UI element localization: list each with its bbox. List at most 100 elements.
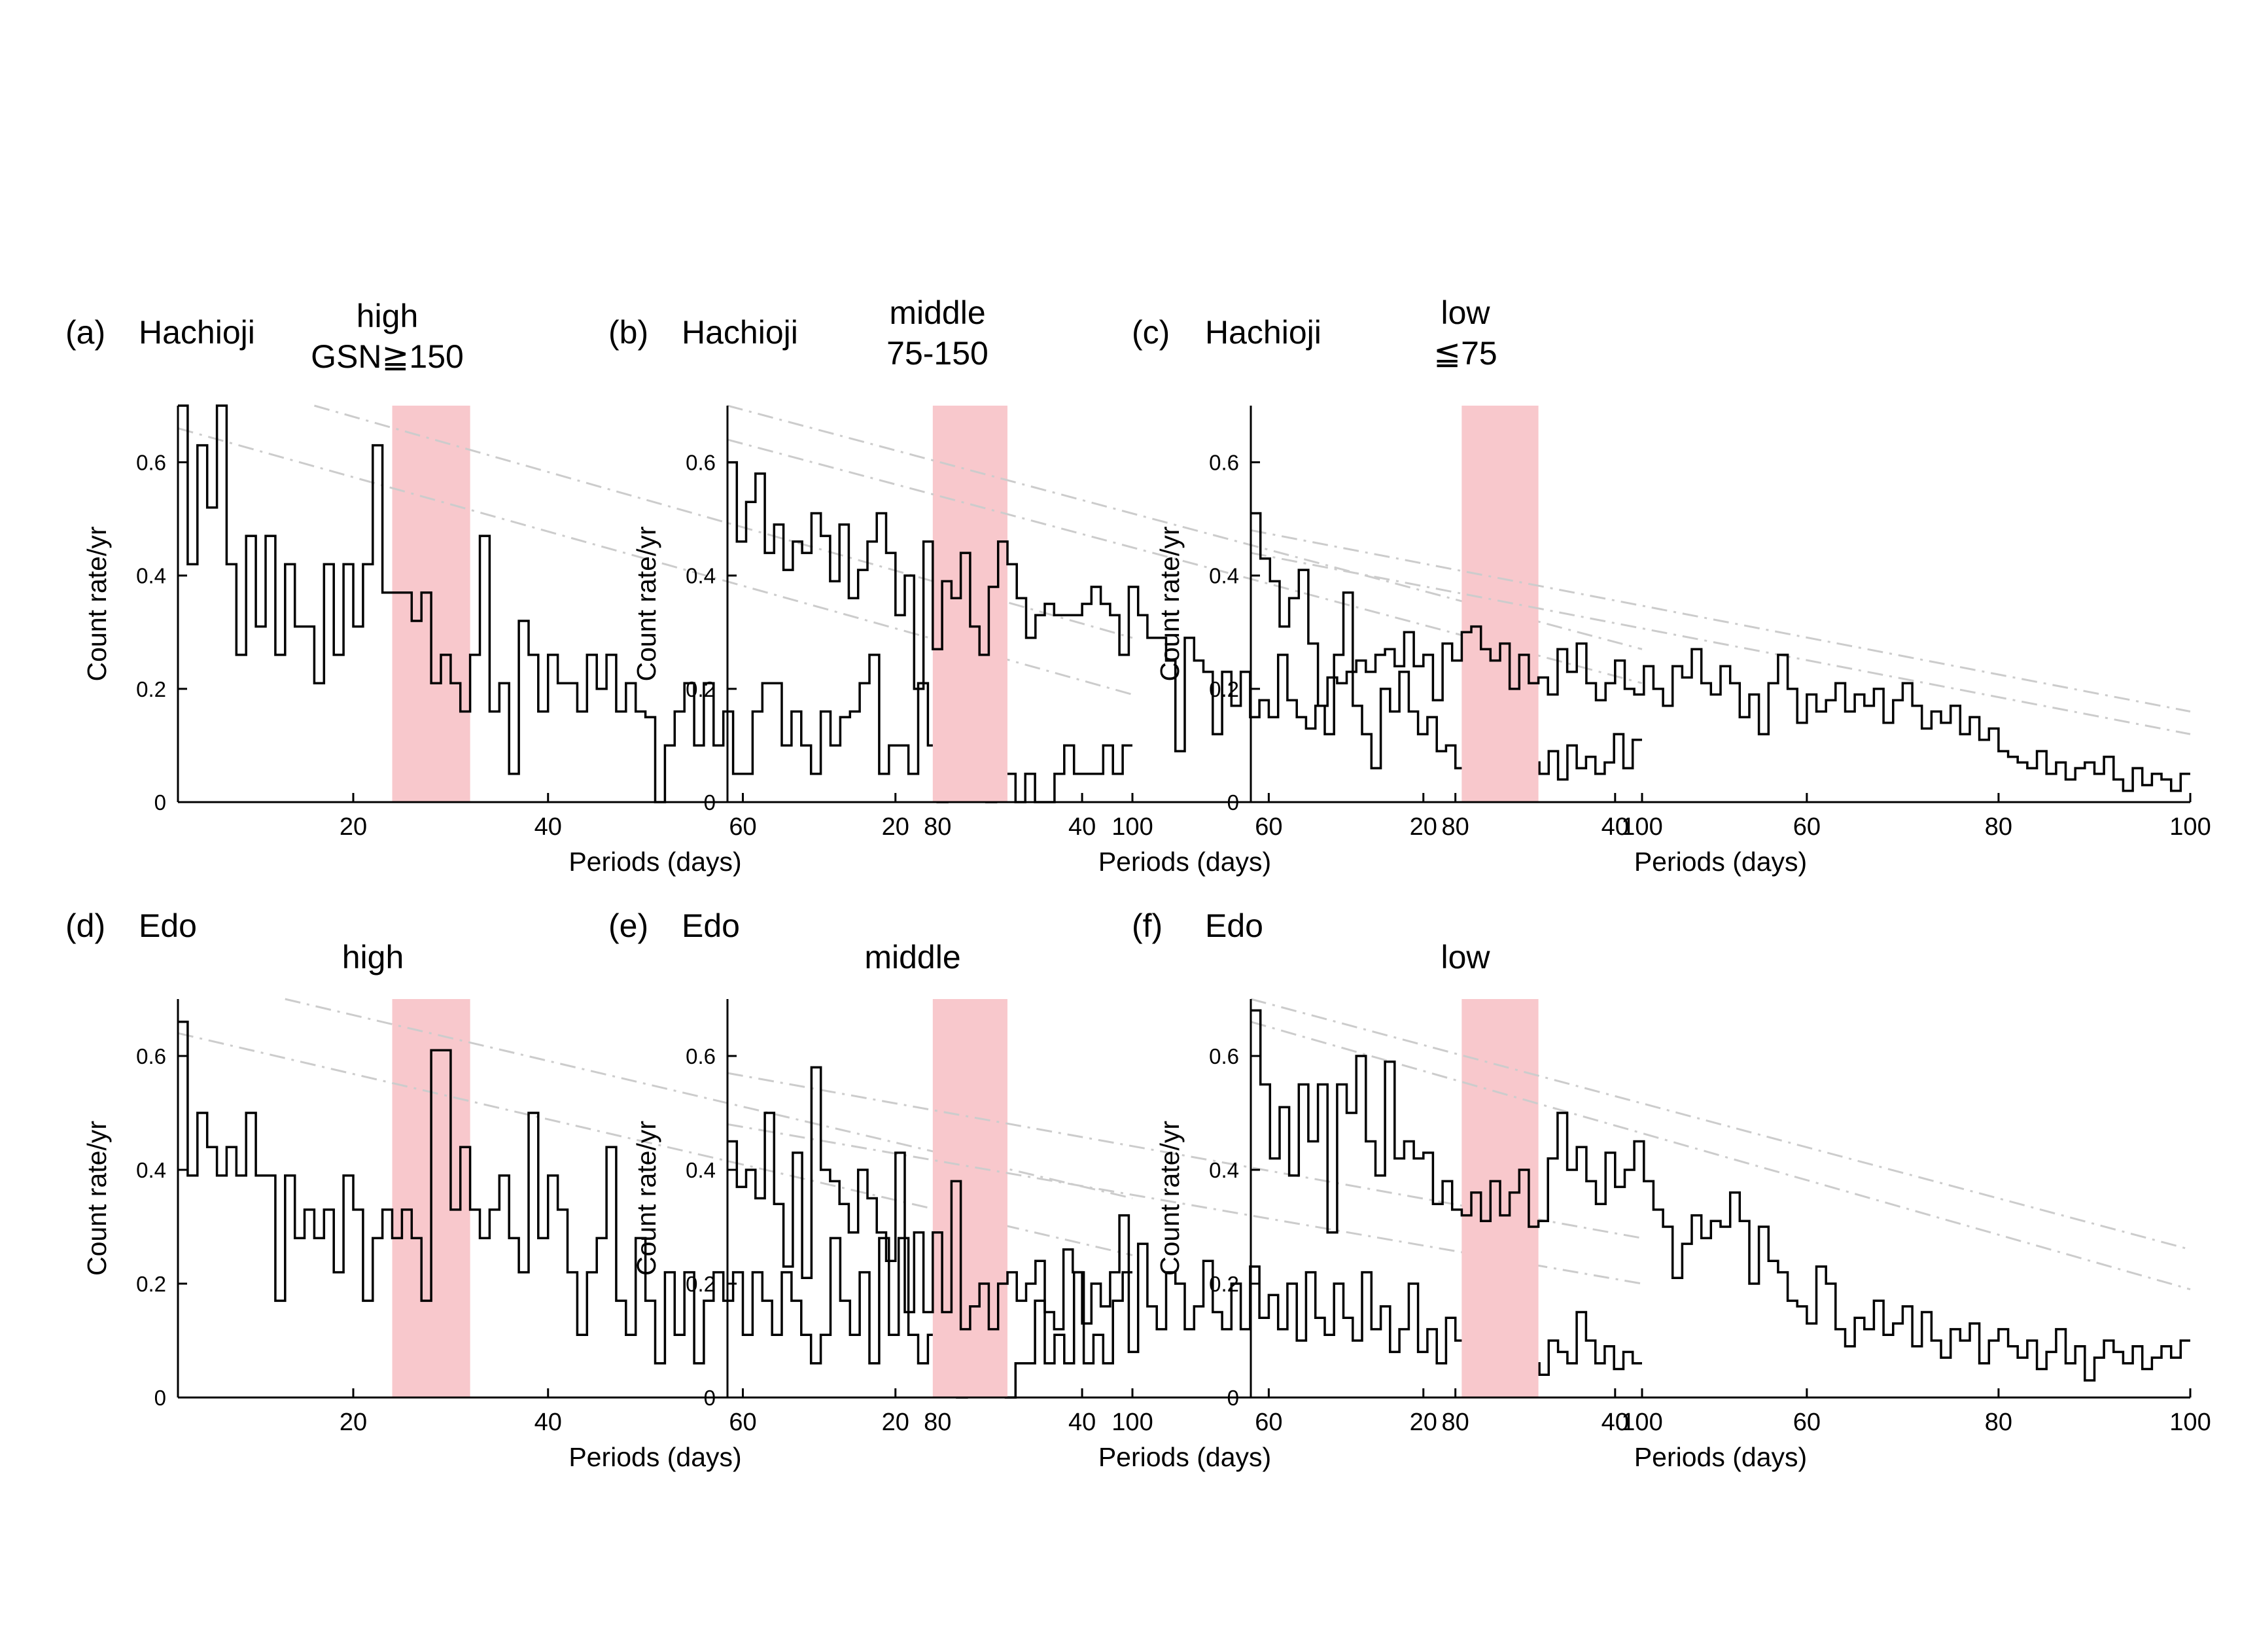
x-tick-label: 20 — [340, 1409, 367, 1436]
location-label: Hachioji — [682, 314, 798, 351]
y-axis-label: Count rate/yr — [1155, 1121, 1185, 1276]
chart-title-line: 75-150 — [886, 335, 989, 372]
x-tick-label: 40 — [534, 1409, 562, 1436]
y-tick-label: 0.4 — [1209, 564, 1239, 588]
x-axis-label: Periods (days) — [569, 1442, 741, 1472]
chart-panel-b: 0 0.2 0.4 0.6 20 40 60 80 100 Periods (days) Count… — [608, 294, 1663, 877]
y-tick-label: 0.4 — [686, 564, 716, 588]
y-tick-label: 0.6 — [686, 451, 716, 475]
y-tick-label: 0.2 — [1209, 1272, 1239, 1296]
y-tick-label: 0 — [704, 790, 716, 815]
x-axis-label: Periods (days) — [1634, 1442, 1807, 1472]
x-tick-label: 80 — [1442, 1409, 1469, 1436]
y-tick-label: 0 — [154, 1386, 166, 1410]
chart-title-line: GSN≧150 — [311, 338, 464, 375]
guide-line-2 — [727, 1123, 1643, 1285]
y-tick-label: 0.6 — [1209, 1044, 1239, 1068]
y-tick-label: 0.2 — [686, 677, 716, 701]
chart-panel-c: 0 0.2 0.4 0.6 20 40 60 80 100 Periods (days) Count… — [1132, 294, 2211, 877]
y-tick-label: 0.4 — [136, 1158, 166, 1182]
x-axis-label: Periods (days) — [1098, 1442, 1271, 1472]
location-label: Hachioji — [139, 314, 255, 351]
y-tick-label: 0.6 — [136, 451, 166, 475]
y-axis-label: Count rate/yr — [631, 527, 661, 682]
x-tick-label: 100 — [2169, 813, 2211, 841]
y-tick-label: 0.6 — [686, 1044, 716, 1068]
chart-panel-a: 0 0.2 0.4 0.6 20 40 60 80 100 Periods (days) Count… — [65, 298, 1153, 877]
y-tick-label: 0 — [1227, 1386, 1239, 1410]
chart-title-line: high — [357, 298, 419, 334]
x-tick-label: 100 — [1621, 1409, 1662, 1436]
guide-line-1 — [1250, 998, 2191, 1251]
y-tick-label: 0 — [704, 1386, 716, 1410]
x-tick-label: 60 — [729, 1409, 756, 1436]
location-label: Hachioji — [1205, 314, 1321, 351]
y-tick-label: 0.4 — [1209, 1158, 1239, 1182]
x-tick-label: 60 — [1793, 813, 1821, 841]
y-axis-label: Count rate/yr — [82, 527, 112, 682]
panel-label: (c) — [1132, 314, 1170, 351]
x-tick-label: 60 — [1793, 1409, 1821, 1436]
x-tick-label: 100 — [1111, 813, 1153, 841]
y-tick-label: 0.2 — [136, 1272, 166, 1296]
guide-line-1 — [1250, 529, 2191, 712]
x-tick-label: 40 — [1068, 1409, 1096, 1436]
y-tick-label: 0 — [154, 790, 166, 815]
highlight-band — [932, 999, 1007, 1397]
chart-title-line: low — [1441, 294, 1490, 331]
y-tick-label: 0.6 — [136, 1044, 166, 1068]
chart-title-line: middle — [889, 294, 985, 331]
guide-line-2 — [1250, 1021, 2191, 1291]
x-tick-label: 20 — [1410, 1409, 1437, 1436]
y-axis-label: Count rate/yr — [1155, 527, 1185, 682]
x-tick-label: 60 — [729, 813, 756, 841]
chart-title-line: middle — [864, 939, 960, 975]
y-tick-label: 0.2 — [136, 677, 166, 701]
x-tick-label: 60 — [1255, 1409, 1282, 1436]
chart-panel-e: 0 0.2 0.4 0.6 20 40 60 80 100 Periods (days) Count… — [608, 907, 1663, 1472]
x-tick-label: 100 — [1621, 813, 1662, 841]
x-tick-label: 40 — [1601, 813, 1629, 841]
data-series-line — [1251, 512, 2190, 792]
x-tick-label: 20 — [882, 1409, 909, 1436]
chart-title-line: ≦75 — [1433, 335, 1497, 372]
x-tick-label: 40 — [534, 813, 562, 841]
panel-label: (a) — [65, 314, 105, 351]
data-series-line — [1251, 1009, 2190, 1382]
x-tick-label: 100 — [1111, 1409, 1153, 1436]
x-tick-label: 20 — [882, 813, 909, 841]
y-tick-label: 0.2 — [686, 1272, 716, 1296]
x-tick-label: 20 — [1410, 813, 1437, 841]
panel-label: (b) — [608, 314, 648, 351]
y-axis-label: Count rate/yr — [82, 1121, 112, 1276]
x-tick-label: 60 — [1255, 813, 1282, 841]
x-axis-label: Periods (days) — [569, 847, 741, 877]
x-tick-label: 80 — [1985, 1409, 2012, 1436]
x-tick-label: 80 — [1442, 813, 1469, 841]
x-tick-label: 80 — [924, 813, 951, 841]
x-tick-label: 20 — [340, 813, 367, 841]
highlight-band — [1461, 406, 1539, 802]
y-tick-label: 0.2 — [1209, 677, 1239, 701]
x-tick-label: 40 — [1601, 1409, 1629, 1436]
location-label: Edo — [682, 907, 740, 944]
y-tick-label: 0.6 — [1209, 451, 1239, 475]
x-tick-label: 40 — [1068, 813, 1096, 841]
y-tick-label: 0.4 — [136, 564, 166, 588]
x-tick-label: 100 — [2169, 1409, 2211, 1436]
x-tick-label: 80 — [924, 1409, 951, 1436]
guide-line-2 — [1250, 552, 2191, 735]
y-axis-label: Count rate/yr — [631, 1121, 661, 1276]
panel-label: (f) — [1132, 907, 1163, 944]
x-axis-label: Periods (days) — [1098, 847, 1271, 877]
y-tick-label: 0 — [1227, 790, 1239, 815]
y-tick-label: 0.4 — [686, 1158, 716, 1182]
chart-title-line: high — [342, 939, 404, 975]
chart-panel-d: 0 0.2 0.4 0.6 20 40 60 80 100 Periods (days) Count… — [65, 907, 1153, 1472]
chart-panel-f: 0 0.2 0.4 0.6 20 40 60 80 100 Periods (days) Count… — [1132, 907, 2211, 1472]
location-label: Edo — [139, 907, 197, 944]
x-axis-label: Periods (days) — [1634, 847, 1807, 877]
chart-title-line: low — [1441, 939, 1490, 975]
x-tick-label: 80 — [1985, 813, 2012, 841]
